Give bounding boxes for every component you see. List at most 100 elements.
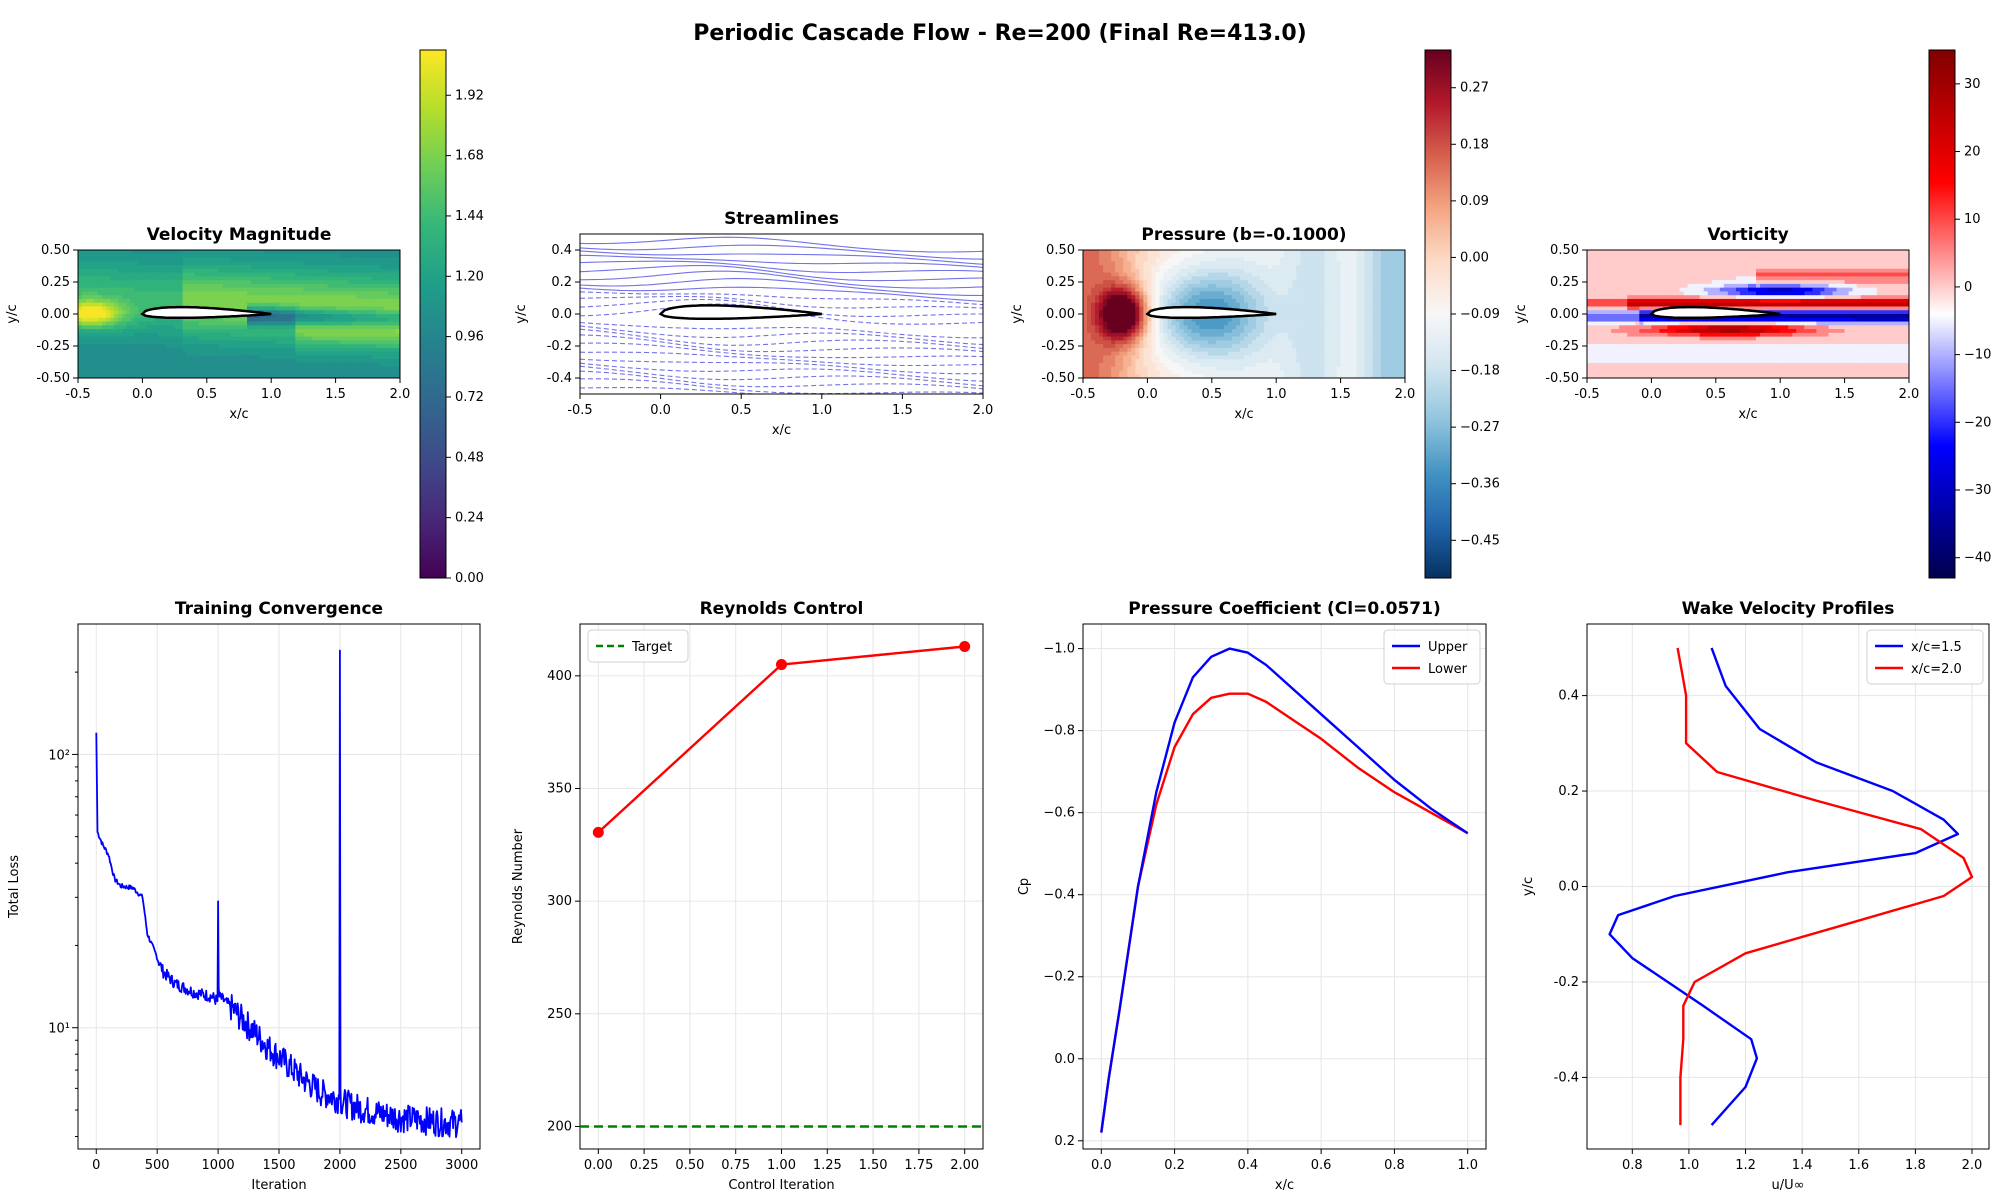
field-cell (166, 362, 172, 368)
field-cell (311, 359, 317, 364)
field-cell (1147, 276, 1153, 281)
field-cell (78, 283, 83, 289)
field-cell (1119, 272, 1124, 277)
field-cell (1320, 291, 1326, 296)
field-cell (303, 298, 309, 304)
field-cell (247, 272, 252, 277)
field-cell (323, 298, 329, 304)
field-cell (1276, 321, 1281, 326)
field-cell (303, 280, 309, 285)
field-cell (162, 250, 168, 255)
field-cell (1131, 329, 1136, 334)
field-cell (1308, 336, 1314, 341)
field-cell (1139, 340, 1144, 345)
field-cell (319, 298, 325, 304)
field-cell (379, 291, 385, 296)
field-cell (1324, 366, 1330, 372)
field-cell (1223, 272, 1229, 277)
field-cell (1099, 257, 1104, 262)
field-cell (1087, 321, 1092, 326)
field-cell (1091, 295, 1096, 300)
field-cell (1320, 317, 1326, 323)
field-cell (1211, 272, 1217, 277)
field-cell (130, 336, 135, 341)
field-cell (1099, 310, 1104, 315)
field-cell (375, 374, 381, 378)
x-tick-label: 2.0 (390, 387, 411, 402)
field-cell (1183, 302, 1189, 308)
field-cell (1207, 276, 1213, 281)
field-cell (134, 325, 139, 330)
field-cell (134, 347, 139, 353)
field-cell (275, 261, 280, 266)
field-cell (1183, 250, 1189, 255)
field-cell (351, 374, 357, 378)
field-cell (295, 298, 300, 304)
field-cell (1308, 261, 1314, 266)
field-cell (1119, 336, 1124, 341)
field-cell (359, 332, 365, 338)
field-cell (299, 280, 305, 285)
field-cell (1316, 351, 1322, 357)
field-cell (1264, 366, 1269, 372)
field-cell (1087, 302, 1092, 308)
field-cell (1320, 340, 1326, 345)
field-cell (359, 302, 365, 308)
field-cell (1288, 287, 1293, 293)
field-cell (243, 261, 248, 266)
field-cell (1252, 268, 1257, 274)
field-cell (279, 366, 284, 372)
field-cell (86, 340, 91, 345)
field-cell (315, 295, 321, 300)
field-cell (1227, 347, 1233, 353)
field-cell (170, 276, 176, 281)
field-cell (347, 291, 353, 296)
field-cell (162, 283, 168, 289)
field-cell (279, 340, 284, 345)
field-cell (359, 291, 365, 296)
field-cell (166, 332, 172, 338)
field-cell (126, 351, 131, 357)
field-cell (1187, 347, 1193, 353)
field-cell (210, 261, 216, 266)
field-cell (98, 321, 103, 326)
field-cell (251, 344, 256, 349)
field-cell (1256, 291, 1261, 296)
field-cell (174, 257, 180, 262)
field-cell (311, 261, 317, 266)
field-cell (267, 250, 272, 255)
field-cell (158, 265, 164, 270)
field-cell (1332, 359, 1338, 364)
field-cell (267, 370, 272, 375)
field-cell (1207, 351, 1213, 357)
field-cell (371, 374, 377, 378)
field-cell (1227, 257, 1233, 262)
field-cell (1163, 329, 1169, 334)
field-cell (222, 336, 228, 341)
field-cell (1312, 295, 1318, 300)
field-cell (347, 250, 353, 255)
field-cell (1147, 291, 1153, 296)
field-cell (1316, 302, 1322, 308)
field-cell (375, 276, 381, 281)
field-cell (315, 325, 321, 330)
field-cell (1107, 261, 1112, 266)
field-cell (194, 291, 200, 296)
field-cell (1087, 265, 1092, 270)
field-cell (1115, 268, 1120, 274)
field-cell (1248, 276, 1253, 281)
field-cell (1187, 374, 1193, 378)
field-cell (291, 280, 296, 285)
field-cell (1264, 336, 1269, 341)
field-cell (375, 287, 381, 293)
field-cell (259, 276, 264, 281)
field-cell (315, 268, 321, 274)
field-cell (1083, 283, 1088, 289)
field-cell (1260, 340, 1265, 345)
field-cell (251, 325, 256, 330)
field-cell (1264, 362, 1269, 368)
field-cell (263, 351, 268, 357)
field-cell (395, 257, 400, 262)
field-cell (1272, 347, 1277, 353)
field-cell (1179, 302, 1185, 308)
